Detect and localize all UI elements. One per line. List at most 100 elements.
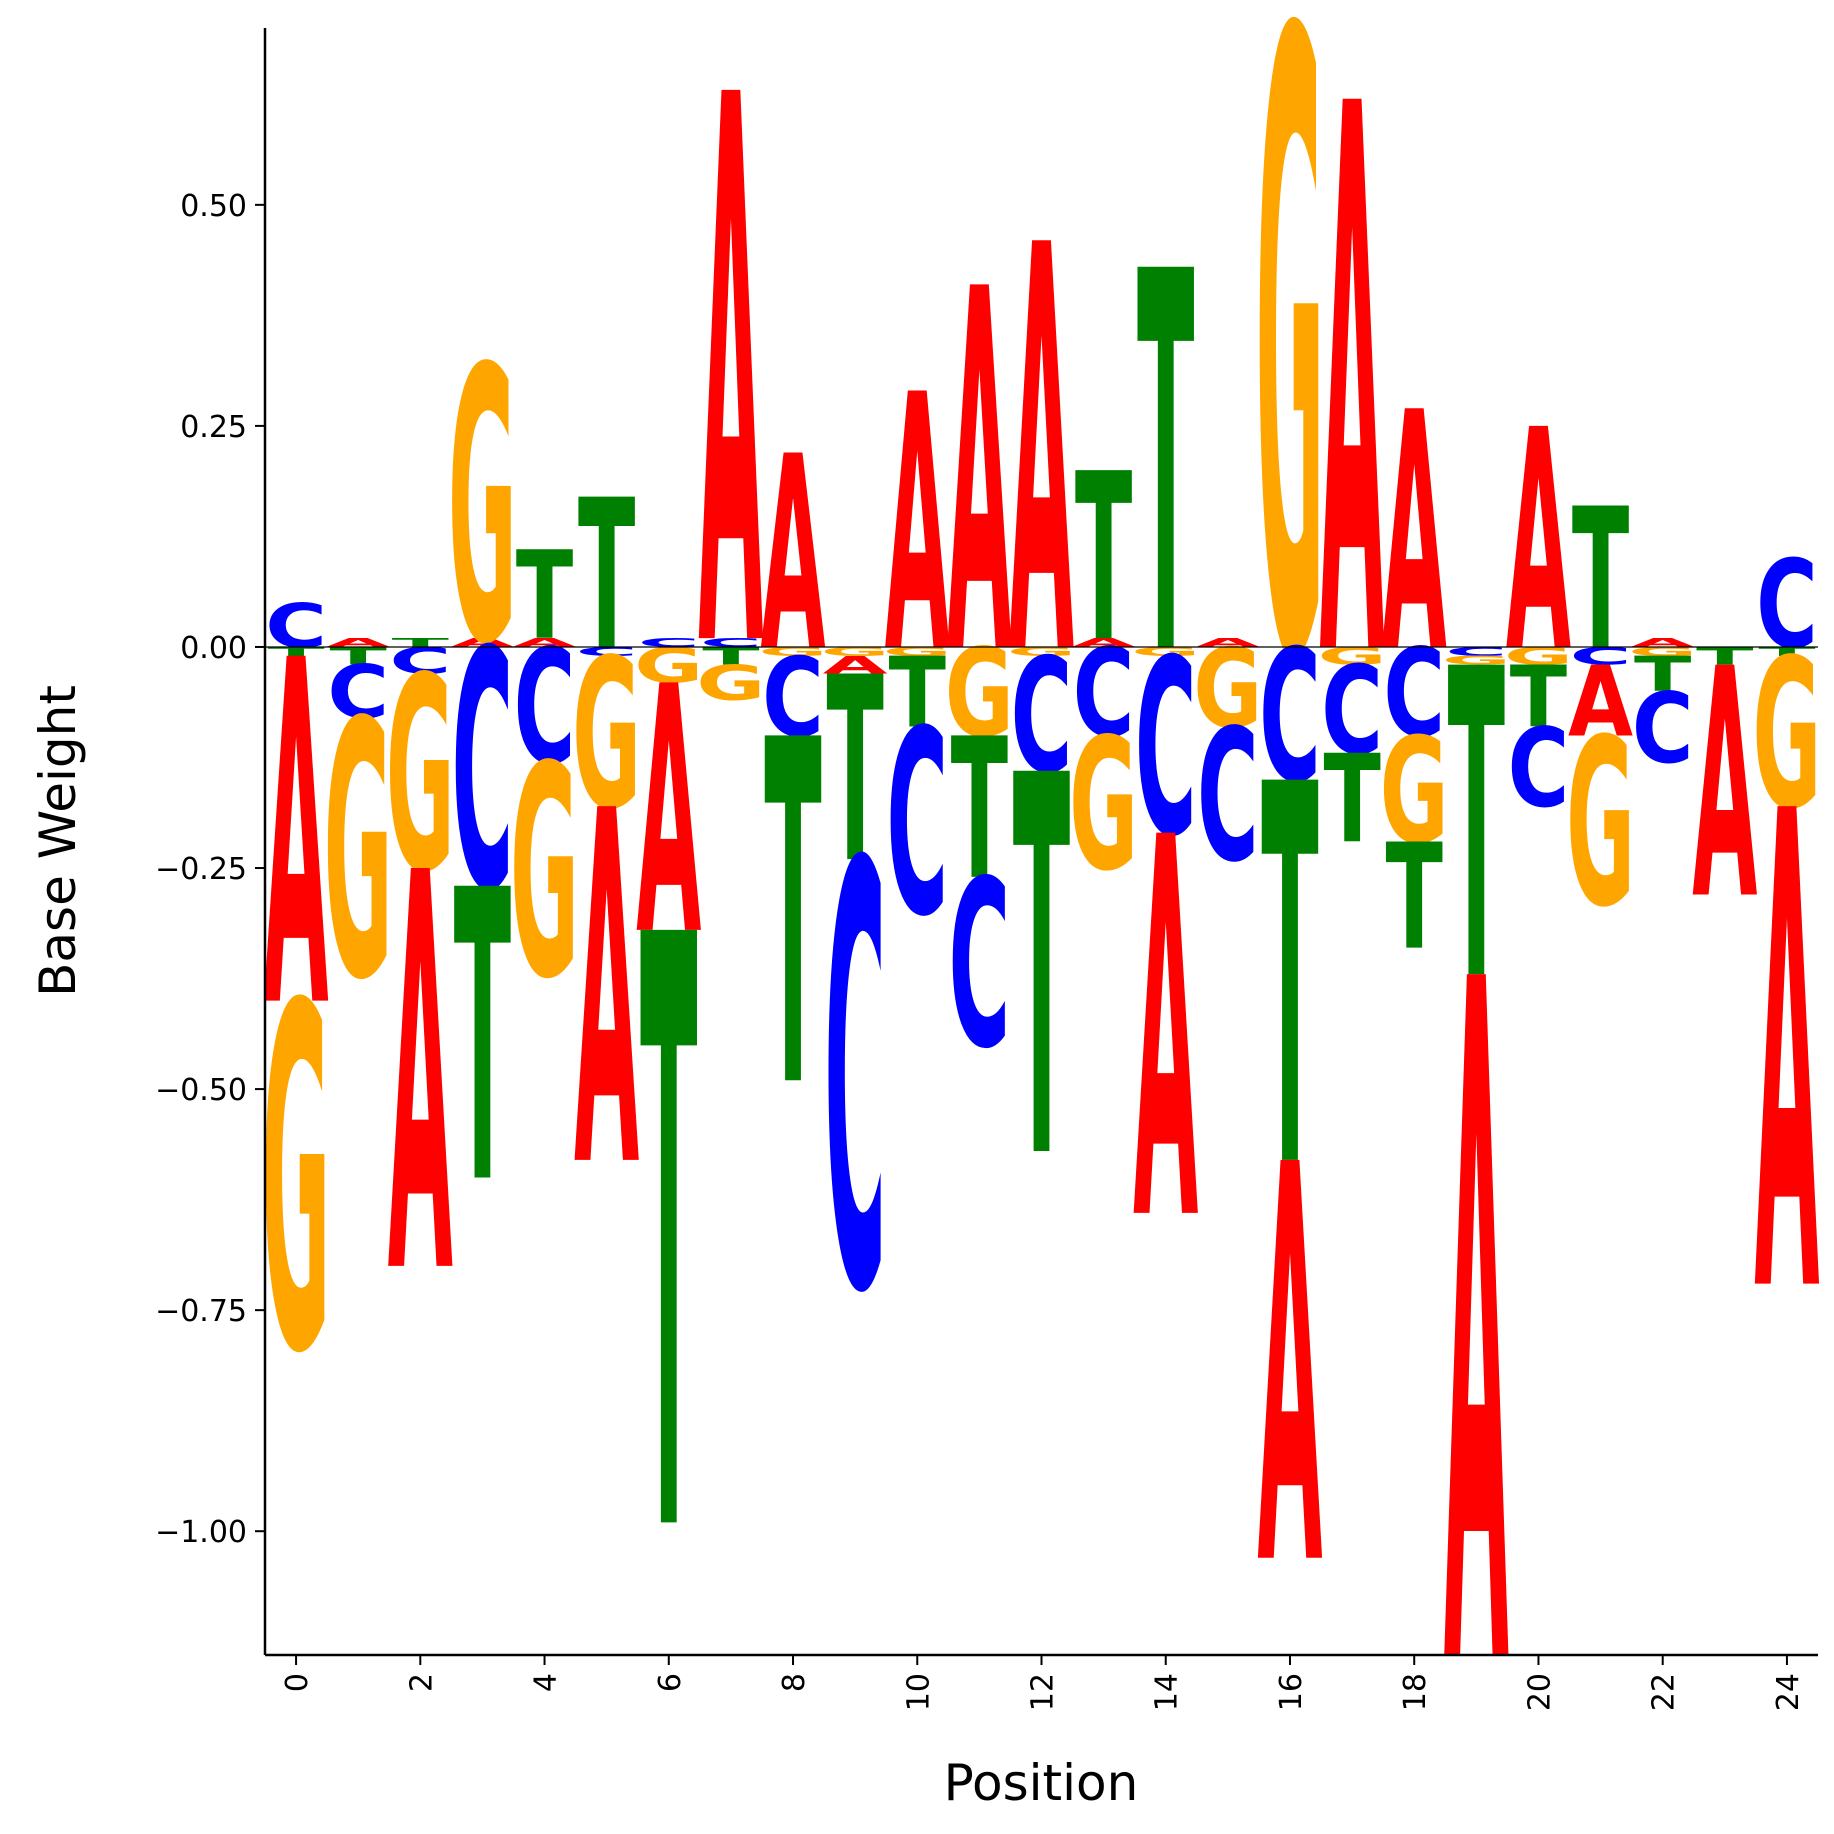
logo-letter-g-pos-3: G	[448, 290, 517, 728]
x-tick-label: 24	[1771, 1673, 1806, 1711]
logo-letter-t-pos-6: T	[640, 770, 698, 1715]
x-tick-label: 6	[653, 1673, 688, 1692]
logo-letter-c-pos-9: C	[824, 745, 886, 1422]
logo-letter-a-pos-5: A	[574, 711, 640, 1275]
logo-letter-t-pos-3: T	[454, 808, 512, 1273]
logo-letter-c-pos-0: C	[265, 592, 327, 662]
logo-letter-c-pos-19: C	[1446, 645, 1508, 659]
logo-letter-a-pos-6: A	[636, 616, 701, 1011]
x-tick-label: 16	[1274, 1673, 1309, 1711]
x-tick-label: 0	[280, 1673, 315, 1692]
x-axis-title: Position	[944, 1754, 1139, 1812]
logo-letter-g-pos-4: G	[510, 704, 579, 1044]
logo-letter-a-pos-14: A	[1133, 730, 1199, 1337]
x-tick-label: 14	[1150, 1673, 1185, 1711]
logo-letter-a-pos-9: A	[823, 651, 888, 679]
logo-letter-t-pos-17: T	[1323, 729, 1380, 871]
logo-letter-a-pos-18: A	[1382, 344, 1447, 725]
logo-letter-g-pos-8: G	[759, 645, 828, 659]
logo-letter-t-pos-11: T	[951, 698, 1008, 924]
logo-letter-a-pos-8: A	[761, 399, 826, 711]
y-axis-title: Base Weight	[29, 685, 87, 997]
logo-letter-g-pos-18: G	[1380, 708, 1449, 877]
logo-letter-c-pos-11: C	[949, 831, 1011, 1099]
logo-letter-a-pos-21: A	[1568, 647, 1633, 759]
logo-letter-c-pos-8: C	[762, 635, 824, 762]
logo-letter-t-pos-9: T	[826, 623, 883, 920]
logo-letter-t-pos-16: T	[1261, 677, 1319, 1284]
logo-letter-c-pos-17: C	[1321, 640, 1383, 782]
y-tick-label: −0.75	[155, 1294, 247, 1329]
logo-letter-a-pos-20: A	[1506, 366, 1571, 719]
logo-letter-a-pos-12: A	[1009, 131, 1075, 780]
logo-letter-a-pos-2: A	[388, 761, 454, 1396]
logo-letter-g-pos-24: G	[1752, 616, 1821, 856]
logo-letter-g-pos-5: G	[572, 616, 641, 856]
logo-letter-a-pos-23: A	[1692, 603, 1757, 969]
logo-letter-c-pos-24: C	[1756, 534, 1818, 676]
logo-letter-g-pos-13: G	[1069, 700, 1138, 912]
x-tick-label: 20	[1523, 1673, 1558, 1711]
logo-letter-g-pos-19: G	[1442, 654, 1511, 668]
logo-letter-t-pos-20: T	[1510, 648, 1568, 747]
logo-letter-g-pos-12: G	[1007, 645, 1076, 659]
logo-letter-c-pos-14: C	[1135, 607, 1197, 890]
logo-letter-g-pos-9: G	[821, 645, 890, 659]
logo-letter-t-pos-21: T	[1572, 468, 1629, 694]
x-ticks: 0 2 4 6 8 10 12 14 16 18 20 22 24	[280, 1655, 1806, 1711]
logo-letter-c-pos-1: C	[327, 650, 389, 735]
logo-letter-t-pos-19: T	[1448, 582, 1506, 1076]
logo-letter-c-pos-15: C	[1197, 691, 1259, 903]
logo-letter-g-pos-7: G	[696, 655, 765, 712]
logo-letter-c-pos-12: C	[1011, 625, 1073, 808]
logo-letter-c-pos-5: C	[576, 645, 638, 659]
x-tick-label: 18	[1398, 1673, 1433, 1711]
logo-letter-g-pos-0: G	[262, 908, 331, 1458]
logo-letter-t-pos-22: T	[1634, 647, 1692, 704]
logo-letter-t-pos-8: T	[764, 643, 822, 1193]
y-tick-label: 0.50	[180, 189, 247, 224]
y-tick-label: 0.25	[180, 410, 247, 445]
logo-letter-g-pos-21: G	[1566, 689, 1635, 957]
logo-letter-t-pos-14: T	[1137, 164, 1195, 771]
y-tick-label: −0.50	[155, 1073, 247, 1108]
logo-letter-c-pos-10: C	[886, 676, 948, 973]
x-tick-label: 8	[777, 1673, 812, 1692]
logo-letter-g-pos-22: G	[1628, 645, 1697, 659]
logo-letter-a-pos-16: A	[1257, 1053, 1323, 1688]
logo-letter-t-pos-24: T	[1758, 645, 1815, 659]
x-tick-label: 10	[901, 1673, 936, 1711]
logo-letter-g-pos-16: G	[1255, 0, 1324, 848]
logo-letter-a-pos-24: A	[1754, 678, 1820, 1440]
logo-letter-t-pos-5: T	[578, 457, 635, 697]
logo-letter-g-pos-11: G	[945, 623, 1014, 765]
y-tick-label: −0.25	[155, 852, 247, 887]
logo-letter-g-pos-10: G	[883, 645, 952, 659]
logo-letter-t-pos-12: T	[1013, 668, 1071, 1275]
logo-letter-t-pos-0: T	[267, 645, 324, 659]
logo-letter-a-pos-0: A	[264, 563, 330, 1113]
logo-letter-t-pos-10: T	[889, 638, 946, 750]
x-tick-label: 4	[529, 1673, 564, 1692]
logo-letter-t-pos-13: T	[1075, 424, 1132, 692]
logo-letter-g-pos-14: G	[1131, 645, 1200, 659]
logo-letter-c-pos-22: C	[1632, 673, 1694, 785]
y-ticks: 0.50 0.25 0.00 −0.25 −0.50 −0.75 −1.00	[155, 189, 265, 1550]
y-tick-label: 0.00	[180, 631, 247, 666]
x-tick-label: 22	[1647, 1673, 1682, 1711]
logo-letter-a-pos-17: A	[1320, 0, 1386, 825]
logo-letter-g-pos-1: G	[324, 650, 393, 1059]
logo-letter-c-pos-13: C	[1073, 623, 1135, 765]
logo-letter-a-pos-19: A	[1444, 790, 1510, 1834]
x-tick-label: 2	[404, 1673, 439, 1692]
y-tick-label: −1.00	[155, 1515, 247, 1550]
logo-letter-a-pos-10: A	[885, 322, 950, 731]
logo-letter-c-pos-20: C	[1508, 705, 1570, 832]
x-tick-label: 12	[1026, 1673, 1061, 1711]
logo-letter-a-pos-11: A	[947, 187, 1013, 766]
logo-letter-a-pos-7: A	[698, 0, 764, 817]
logo-letter-g-pos-2: G	[386, 620, 455, 932]
logo-letter-t-pos-18: T	[1386, 814, 1443, 983]
logo-letter-c-pos-18: C	[1383, 623, 1445, 765]
